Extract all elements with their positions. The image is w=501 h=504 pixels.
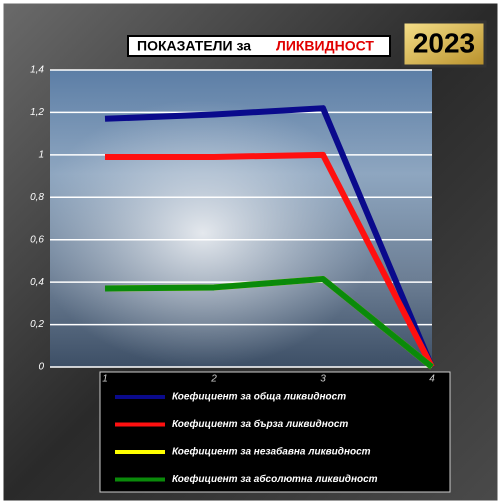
chart-title: ПОКАЗАТЕЛИ за xyxy=(137,38,251,54)
legend-label: Коефициент за бърза ликвидност xyxy=(172,418,348,430)
x-tick-label: 3 xyxy=(320,374,326,385)
y-tick-label: 1,2 xyxy=(30,107,44,118)
x-tick-label: 1 xyxy=(102,374,108,385)
series-line xyxy=(104,275,434,370)
series-line xyxy=(104,105,435,369)
y-tick-label: 0,2 xyxy=(30,319,44,330)
legend-label: Коефициент за незабавна ликвидност xyxy=(172,446,371,458)
legend-label: Коефициент за абсолютна ликвидност xyxy=(172,473,378,485)
x-tick-label: 2 xyxy=(210,374,217,385)
chart-title-highlight: ЛИКВИДНОСТ xyxy=(276,38,374,54)
y-tick-label: 0,8 xyxy=(30,192,44,203)
y-tick-label: 1 xyxy=(38,149,44,160)
y-tick-label: 1,4 xyxy=(30,65,44,76)
legend xyxy=(99,371,451,493)
y-tick-label: 0,4 xyxy=(30,277,44,288)
year-box xyxy=(401,20,487,68)
series-line xyxy=(105,151,435,369)
y-tick-label: 0,6 xyxy=(30,234,44,245)
title-box xyxy=(127,35,391,57)
legend-label: Коефициент за обща ликвидност xyxy=(172,391,346,403)
x-tick-label: 4 xyxy=(429,374,435,385)
y-tick-label: 0 xyxy=(38,362,44,373)
year: 2023 xyxy=(413,27,475,58)
